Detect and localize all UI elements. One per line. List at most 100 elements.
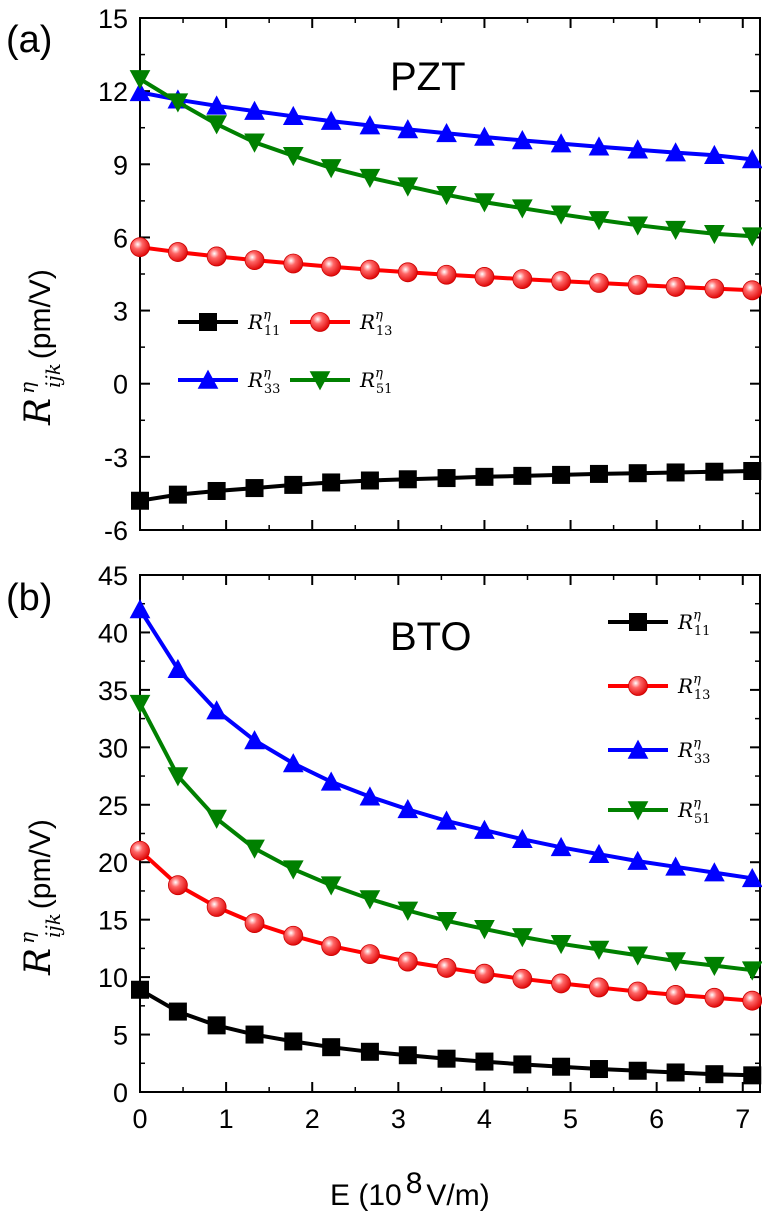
- data-point: [398, 470, 417, 489]
- data-point: [168, 1002, 187, 1021]
- data-point: [665, 856, 686, 876]
- data-point: [437, 469, 456, 488]
- data-point: [512, 269, 533, 290]
- data-point: [475, 1052, 494, 1071]
- data-point: [436, 958, 457, 978]
- data-point: [741, 227, 762, 247]
- data-point: [588, 211, 610, 231]
- data-point: [320, 159, 342, 179]
- data-point: [360, 1042, 379, 1061]
- legend-b: Rη 11 Rη 13 Rη 33 Rη 51: [608, 608, 710, 827]
- x-tick-label: 0: [132, 1104, 147, 1134]
- legend-marker: [628, 676, 648, 696]
- data-point: [474, 819, 495, 839]
- data-point: [665, 142, 686, 162]
- data-point: [436, 264, 457, 285]
- data-point: [552, 1057, 571, 1076]
- y-label-symbol: R: [18, 948, 59, 976]
- data-point: [589, 273, 609, 293]
- data-point: [207, 481, 226, 500]
- legend-item-R33: Rη 33: [178, 366, 280, 397]
- data-point: [512, 968, 533, 989]
- data-point: [704, 987, 725, 1008]
- data-point: [131, 980, 149, 999]
- y-tick-label: 35: [98, 676, 128, 706]
- data-point: [359, 890, 381, 910]
- data-point: [741, 149, 762, 169]
- legend-marker: [627, 801, 649, 821]
- y-tick-label: -6: [104, 516, 128, 546]
- data-point: [131, 491, 149, 510]
- data-point: [627, 216, 649, 236]
- data-point: [320, 771, 342, 791]
- data-point: [282, 146, 304, 167]
- data-point: [589, 977, 609, 998]
- data-point: [359, 115, 381, 135]
- y-tick-label: 10: [98, 963, 128, 993]
- y-label-sub: ijk: [41, 913, 65, 938]
- data-point: [436, 912, 457, 932]
- y-label-unit: (pm/V): [24, 269, 57, 359]
- data-point: [206, 95, 227, 115]
- x-axis-label: E (10 8 V/m): [330, 1167, 490, 1212]
- legend-marker: [627, 739, 649, 759]
- series-R51: [129, 694, 762, 981]
- y-tick-label: 6: [113, 223, 128, 253]
- data-point: [245, 479, 264, 498]
- series-R11: [131, 980, 762, 1085]
- data-point: [665, 952, 686, 972]
- data-point: [437, 1049, 456, 1068]
- data-point: [588, 940, 610, 960]
- y-tick-label: -3: [104, 443, 128, 473]
- data-point: [550, 934, 572, 955]
- data-point: [397, 901, 419, 921]
- data-point: [168, 485, 187, 504]
- data-point: [359, 168, 381, 189]
- data-point: [627, 946, 649, 966]
- data-point: [474, 963, 495, 984]
- data-point: [666, 463, 685, 482]
- data-point: [244, 100, 265, 120]
- data-point: [742, 280, 762, 301]
- data-point: [550, 205, 572, 225]
- data-point: [511, 828, 533, 849]
- y-tick-label: 15: [98, 4, 128, 34]
- svg-text:R η ijk (pm: R η ijk (pm/V): [15, 269, 65, 426]
- panel-label-a: (a): [6, 19, 52, 61]
- data-point: [244, 133, 265, 153]
- data-point: [436, 185, 457, 206]
- data-point: [282, 753, 304, 773]
- data-point: [511, 199, 533, 219]
- data-point: [284, 1032, 303, 1051]
- data-point: [397, 799, 419, 819]
- data-point: [129, 694, 151, 715]
- legend-item-R11: Rη 11: [608, 608, 710, 639]
- data-point: [436, 122, 457, 143]
- data-point: [588, 843, 610, 863]
- data-point: [705, 1065, 724, 1084]
- legend-item-R11: Rη 11: [178, 308, 280, 339]
- data-point: [130, 840, 150, 861]
- data-point: [665, 220, 686, 240]
- y-label-sub: ijk: [41, 363, 65, 388]
- data-point: [704, 144, 725, 165]
- data-point: [206, 809, 227, 829]
- y-tick-label: 12: [98, 77, 128, 107]
- data-point: [665, 277, 686, 297]
- x-tick-label: 4: [477, 1104, 492, 1134]
- legend-label: Rη 13: [677, 672, 710, 703]
- data-point: [513, 1055, 532, 1074]
- legend-item-R51: Rη 51: [290, 366, 392, 397]
- data-point: [283, 253, 304, 274]
- data-point: [474, 126, 495, 146]
- data-point: [320, 876, 342, 896]
- data-point: [167, 875, 188, 896]
- x-label-text: E (10: [330, 1179, 402, 1212]
- y-tick-label: 0: [113, 1078, 128, 1108]
- y-tick-label: 0: [113, 370, 128, 400]
- series-line: [138, 77, 753, 239]
- data-point: [627, 139, 649, 159]
- x-tick-label: 5: [563, 1104, 578, 1134]
- x-tick-label: 1: [219, 1104, 234, 1134]
